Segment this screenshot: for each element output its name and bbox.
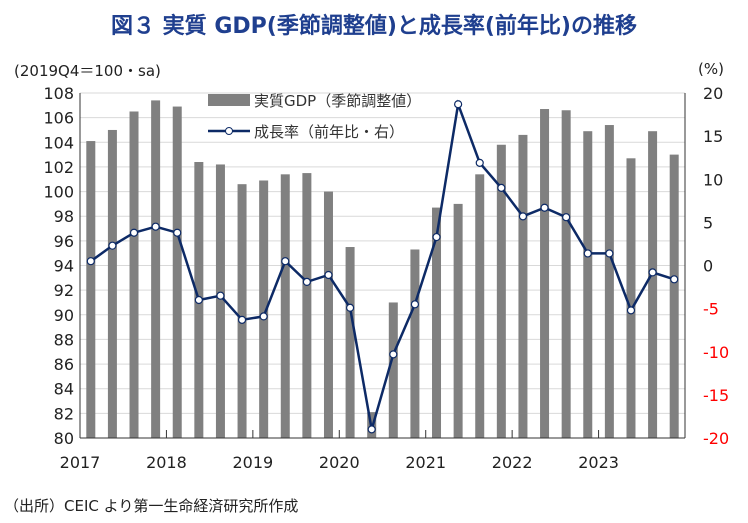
gdp-bar [151,100,161,439]
gdp-bar [626,158,636,438]
gdp-bar [410,249,420,438]
right-tick-label: -5 [703,300,719,319]
left-tick-label: 84 [54,380,74,399]
growth-point [389,350,398,359]
growth-point [129,228,139,237]
legend-line-marker [225,127,233,135]
x-tick-label: 2017 [60,453,101,472]
growth-point [540,203,549,212]
left-tick-label: 88 [54,330,74,349]
gdp-bar [215,164,225,438]
x-tick-label: 2021 [405,453,446,472]
growth-point [626,306,636,315]
legend-growth-label: 成長率（前年比・右） [254,123,404,141]
right-axis-unit: (%) [698,60,724,78]
left-tick-label: 98 [54,207,74,226]
gdp-bar [669,154,679,438]
left-axis-unit: (2019Q4＝100・sa) [14,62,161,80]
gdp-bar [237,184,247,438]
growth-point [194,295,203,305]
growth-point [367,425,376,434]
right-tick-label: 15 [703,127,723,146]
gdp-bar [345,247,355,438]
growth-point [562,213,571,222]
left-tick-label: 80 [54,429,74,448]
growth-point [173,228,182,237]
left-tick-label: 100 [43,183,74,202]
growth-point [518,212,528,221]
growth-point [302,277,311,286]
x-tick-label: 2023 [578,453,619,472]
growth-point [324,270,333,280]
gdp-bar [302,173,312,438]
gdp-bar [496,144,506,438]
growth-point [151,222,160,231]
gdp-bar [388,302,398,438]
growth-point [475,158,484,167]
right-tick-label: -10 [703,343,729,362]
growth-point [345,303,355,312]
growth-point [497,183,506,192]
gdp-bar [648,131,658,439]
left-tick-label: 90 [54,306,74,325]
right-tick-label: 0 [703,257,713,276]
gdp-bar [129,111,139,438]
gdp-bar [540,109,550,439]
left-tick-label: 92 [54,281,74,300]
legend-bar-swatch [208,94,250,106]
growth-line [90,99,675,430]
gdp-bar [280,174,290,439]
left-tick-label: 96 [54,232,74,251]
right-tick-label: 20 [703,84,723,103]
growth-point [432,232,441,242]
gdp-bar [518,134,528,438]
growth-point [648,268,657,277]
growth-point [410,300,420,309]
x-tick-label: 2020 [319,453,360,472]
growth-point [605,249,614,258]
left-tick-label: 102 [43,158,74,177]
gdp-bar [86,141,96,438]
growth-point [259,312,268,321]
growth-point [86,257,95,266]
growth-point [583,249,592,258]
left-tick-label: 82 [54,404,74,423]
growth-point [216,291,225,300]
gdp-bar [475,174,485,439]
growth-point [454,100,463,109]
right-tick-label: 5 [703,213,713,232]
legend-gdp-label: 実質GDP（季節調整値） [254,92,421,110]
growth-point [237,315,247,324]
right-tick-label: -20 [703,429,729,448]
gdp-bar [604,125,614,439]
gdp-bar [432,207,442,438]
left-tick-label: 108 [43,84,74,103]
x-tick-label: 2018 [146,453,187,472]
growth-point [281,257,290,266]
left-tick-label: 86 [54,355,74,374]
gdp-bar [107,129,117,438]
left-tick-label: 104 [43,133,74,152]
right-tick-label: 10 [703,170,723,189]
right-tick-label: -15 [703,386,729,405]
left-tick-label: 94 [54,257,74,276]
chart-title: 図３ 実質 GDP(季節調整値)と成長率(前年比)の推移 [111,14,637,39]
x-tick-label: 2022 [492,453,533,472]
gdp-bar [323,191,333,438]
growth-point [670,275,679,284]
gdp-bar [561,110,571,438]
gdp-bar [583,131,593,439]
gdp-bar [259,180,269,438]
x-tick-label: 2019 [232,453,273,472]
source-note: （出所）CEIC より第一生命経済研究所作成 [4,497,299,515]
left-tick-label: 106 [43,109,74,128]
gdp-bar [172,106,182,438]
growth-point [108,241,117,250]
gdp-bar [453,203,463,438]
